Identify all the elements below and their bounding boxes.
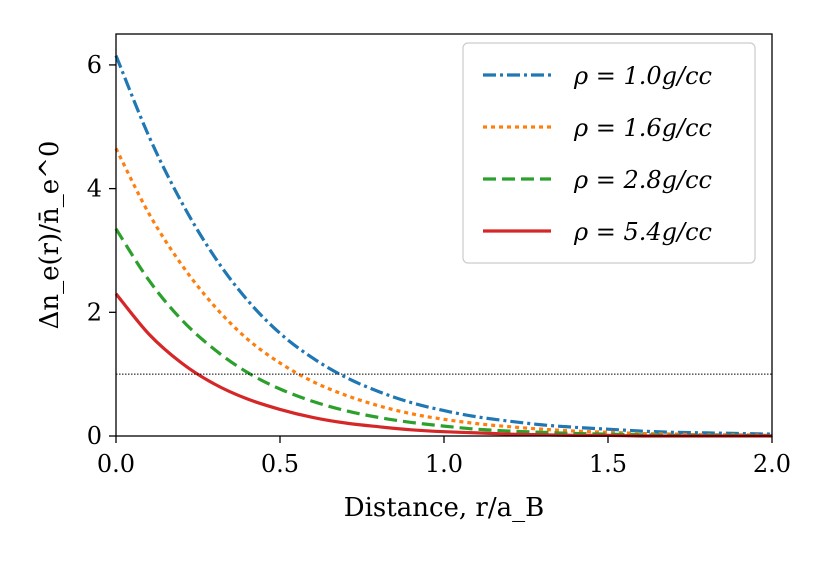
legend-label-1: ρ = 1.0g/cc [573, 62, 712, 90]
x-tick-label: 0.5 [261, 450, 299, 478]
y-tick-label: 4 [87, 175, 102, 203]
x-tick-label: 1.5 [589, 450, 627, 478]
legend-label-3: ρ = 2.8g/cc [573, 166, 712, 194]
legend-label-4: ρ = 5.4g/cc [573, 218, 712, 246]
series-line-3 [114, 227, 773, 438]
y-tick-label: 2 [87, 298, 102, 326]
x-tick-label: 1.0 [425, 450, 463, 478]
y-axis-label: Δn_e(r)/n̄_e^0 [35, 141, 65, 330]
plot-frame [115, 33, 773, 437]
series-line-2 [114, 147, 773, 437]
y-tick-label: 0 [87, 422, 102, 450]
axis-ticks [109, 64, 773, 443]
x-axis-label: Distance, r/a_B [344, 493, 544, 523]
y-tick-label: 6 [87, 51, 102, 79]
series-line-1 [114, 54, 773, 436]
x-tick-label: 2.0 [753, 450, 791, 478]
legend-box [462, 42, 756, 264]
x-tick-label: 0.0 [97, 450, 135, 478]
series-line-4 [114, 292, 772, 438]
legend: ρ = 1.0g/cc ρ = 1.6g/cc ρ = 2.8g/cc ρ = 5.4… [462, 42, 756, 264]
legend-label-2: ρ = 1.6g/cc [573, 114, 712, 142]
tick-labels: 0.0 0.5 1.0 1.5 2.0 0 2 4 6 [87, 51, 791, 478]
